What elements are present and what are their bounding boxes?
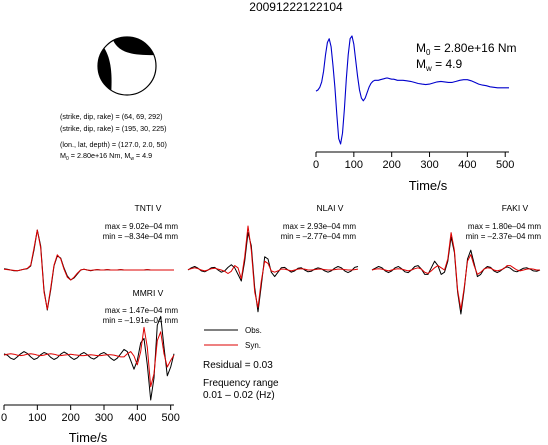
station-mmri-v-max-label: max = 1.47e–04 mm bbox=[105, 306, 178, 315]
stf-panel: 0 100 200 300 400 500 M0 = 2.80e+16 Nm Mw = 4… bbox=[313, 35, 517, 193]
source-location: (lon., lat, depth) = (127.0, 2.0, 50) bbox=[60, 140, 167, 149]
stf-x-tick-label: 100 bbox=[345, 159, 363, 171]
legend-syn-label: Syn. bbox=[245, 341, 261, 350]
station-mmri-v-x-tick-label: 500 bbox=[161, 412, 179, 424]
station-tnti-v-min-label: min = –8.34e–04 mm bbox=[103, 232, 179, 241]
station-nlai-v-min-label: min = –2.77e–04 mm bbox=[281, 232, 357, 241]
stf-x-tick-label: 500 bbox=[496, 159, 514, 171]
station-mmri-v-x-tick-label: 200 bbox=[61, 412, 79, 424]
frequency-range-title: Frequency range bbox=[203, 378, 279, 389]
beach-ball-icon bbox=[97, 36, 157, 96]
station-tnti-v-synthetic-trace bbox=[3, 229, 174, 310]
stf-x-tick-label: 0 bbox=[313, 159, 319, 171]
station-mmri-v-title: MMRI V bbox=[133, 288, 164, 298]
station-faki-v-max-label: max = 1.80e–04 mm bbox=[468, 222, 541, 231]
station-faki-v-title: FAKI V bbox=[502, 203, 529, 213]
station-mmri-v-x-tick-label: 300 bbox=[95, 412, 113, 424]
station-mmri-v-x-tick-label: 400 bbox=[128, 412, 146, 424]
figure-title: 20091222122104 bbox=[249, 0, 343, 14]
station-nlai-v-synthetic-trace bbox=[187, 225, 359, 308]
stf-mw-label: Mw = 4.9 bbox=[416, 57, 462, 73]
stf-m0-label: M0 = 2.80e+16 Nm bbox=[416, 41, 517, 57]
station-nlai-v-observed-trace bbox=[187, 232, 359, 313]
stf-x-tick-label: 200 bbox=[383, 159, 401, 171]
station-mmri-v-xlabel: Time/s bbox=[69, 430, 108, 445]
nodal-plane-2: (strike, dip, rake) = (195, 30, 225) bbox=[60, 124, 166, 133]
station-tnti-v-max-label: max = 9.02e–04 mm bbox=[105, 222, 178, 231]
station-nlai-v-title: NLAI V bbox=[317, 203, 344, 213]
stf-x-tick-label: 300 bbox=[420, 159, 438, 171]
legend-obs-label: Obs. bbox=[245, 326, 262, 335]
residual-text: Residual = 0.03 bbox=[203, 360, 273, 371]
station-nlai-v-max-label: max = 2.93e–04 mm bbox=[283, 222, 356, 231]
station-mmri-v-min-label: min = –1.91e–04 mm bbox=[103, 316, 179, 325]
station-mmri-v-x-tick-label: 100 bbox=[28, 412, 46, 424]
station-tnti-v-title: TNTI V bbox=[135, 203, 162, 213]
station-faki-v-synthetic-trace bbox=[371, 232, 540, 311]
nodal-plane-1: (strike, dip, rake) = (64, 69, 292) bbox=[60, 112, 162, 121]
station-mmri-v-observed-trace bbox=[3, 315, 175, 401]
stf-x-tick-label: 400 bbox=[458, 159, 476, 171]
station-mmri-v-synthetic-trace bbox=[3, 326, 175, 388]
moment-line: M0 = 2.80e+16 Nm, Mw = 4.9 bbox=[60, 151, 152, 162]
frequency-range-value: 0.01 – 0.02 (Hz) bbox=[203, 390, 275, 401]
stf-xlabel: Time/s bbox=[409, 178, 448, 193]
station-mmri-v-x-tick-label: 0 bbox=[1, 412, 7, 424]
stf-line bbox=[315, 35, 509, 145]
station-faki-v-min-label: min = –2.37e–04 mm bbox=[466, 232, 542, 241]
legend: Obs. Syn. Residual = 0.03 Frequency rang… bbox=[203, 326, 279, 401]
